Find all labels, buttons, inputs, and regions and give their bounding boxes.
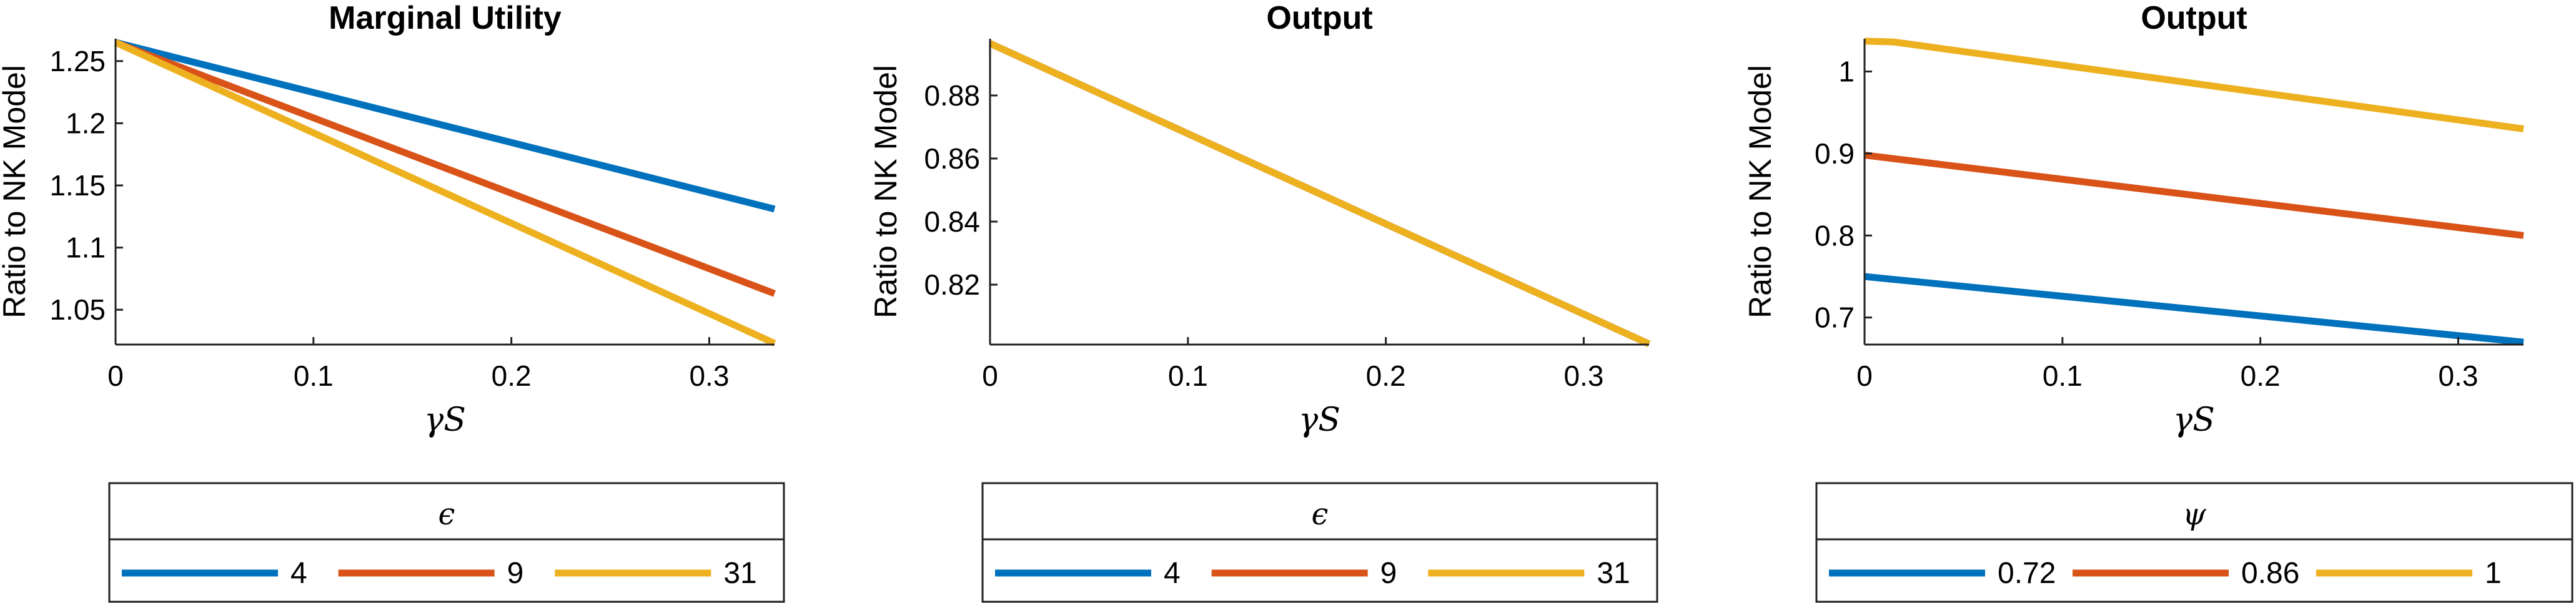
y-axis-label: Ratio to NK Model bbox=[0, 65, 32, 318]
legend-item-31: 31 bbox=[1428, 557, 1630, 590]
chart-panel-2: Output 0 0.1 0.2 0.3 0.82 0.84 0.86 0.88 Ratio to… bbox=[868, 0, 1658, 603]
x-axis-label: γS bbox=[424, 401, 466, 439]
legend-label: 31 bbox=[723, 557, 756, 590]
y-tick-label: 1 bbox=[1838, 56, 1855, 88]
x-tick-label: 0 bbox=[107, 360, 124, 392]
y-tick-label: 0.82 bbox=[924, 268, 980, 301]
y-tick-label: 1.2 bbox=[66, 107, 106, 139]
legend-label: 31 bbox=[1597, 557, 1630, 590]
series-line-0.86 bbox=[1864, 152, 2524, 239]
legend-box bbox=[1815, 482, 2574, 603]
x-axis-label: γS bbox=[2173, 401, 2215, 439]
legend-item-1: 1 bbox=[2316, 557, 2502, 590]
legend-box bbox=[108, 482, 785, 603]
legend-item-4: 4 bbox=[122, 557, 307, 590]
legend-item-4: 4 bbox=[995, 557, 1181, 590]
chart-title: Output bbox=[1266, 0, 1372, 36]
legend-title: ϵ bbox=[1312, 497, 1329, 532]
legend: ϵ 4 9 31 bbox=[108, 482, 785, 603]
y-tick-label: 1.15 bbox=[49, 169, 106, 202]
x-tick-label: 0.3 bbox=[689, 360, 729, 392]
x-tick-label: 0.1 bbox=[294, 360, 334, 392]
legend: ϵ 4 9 31 bbox=[981, 482, 1658, 603]
series-line-1 bbox=[1864, 37, 2524, 132]
series-line-4 bbox=[114, 39, 776, 213]
y-axis-label: Ratio to NK Model bbox=[868, 65, 903, 318]
chart-title: Output bbox=[2141, 0, 2247, 36]
chart-panel-1: Marginal Utility 0 0.1 0.2 0.3 1.05 1.1 1.15 1.2… bbox=[0, 0, 785, 603]
y-tick-label: 0.7 bbox=[1815, 302, 1855, 334]
y-tick-label: 0.84 bbox=[924, 205, 980, 238]
x-tick-label: 0.2 bbox=[1366, 360, 1406, 392]
legend-title: ψ bbox=[2182, 497, 2207, 532]
legend-label: 1 bbox=[2485, 557, 2502, 590]
legend-item-31: 31 bbox=[555, 557, 757, 590]
legend-label: 4 bbox=[1164, 557, 1181, 590]
series-line-31 bbox=[988, 40, 1651, 348]
legend-label: 4 bbox=[290, 557, 307, 590]
x-tick-label: 0.2 bbox=[492, 360, 532, 392]
x-tick-label: 0 bbox=[982, 360, 998, 392]
y-tick-label: 1.25 bbox=[49, 45, 106, 77]
x-tick-label: 0.2 bbox=[2241, 360, 2281, 392]
series-line-31 bbox=[114, 39, 776, 347]
legend-label: 0.86 bbox=[2241, 557, 2299, 590]
legend-label: 0.72 bbox=[1998, 557, 2056, 590]
x-tick-label: 0.1 bbox=[2043, 360, 2083, 392]
y-tick-label: 0.86 bbox=[924, 142, 980, 175]
legend-item-0.86: 0.86 bbox=[2073, 557, 2299, 590]
legend-item-9: 9 bbox=[338, 557, 524, 590]
legend-label: 9 bbox=[507, 557, 524, 590]
chart-title: Marginal Utility bbox=[329, 0, 562, 36]
y-axis-label: Ratio to NK Model bbox=[1743, 65, 1778, 318]
x-tick-label: 0.3 bbox=[1563, 360, 1603, 392]
x-tick-label: 0 bbox=[1856, 360, 1873, 392]
chart-panel-3: Output 0 0.1 0.2 0.3 0.7 0.8 0.9 1 Ratio to NK Mo… bbox=[1743, 0, 2574, 603]
x-tick-label: 0.1 bbox=[1168, 360, 1208, 392]
legend-title: ϵ bbox=[438, 497, 455, 532]
x-tick-label: 0.3 bbox=[2438, 360, 2478, 392]
series-line-9 bbox=[114, 39, 776, 297]
series-line-0.72 bbox=[1864, 273, 2524, 346]
legend: ψ 0.72 0.86 1 bbox=[1815, 482, 2574, 603]
legend-item-9: 9 bbox=[1211, 557, 1397, 590]
legend-box bbox=[981, 482, 1658, 603]
y-tick-label: 0.88 bbox=[924, 79, 980, 112]
y-tick-label: 1.1 bbox=[66, 232, 106, 264]
y-tick-label: 1.05 bbox=[49, 293, 106, 326]
x-axis-label: γS bbox=[1299, 401, 1340, 439]
y-tick-label: 0.9 bbox=[1815, 137, 1855, 170]
y-tick-label: 0.8 bbox=[1815, 219, 1855, 252]
legend-item-0.72: 0.72 bbox=[1829, 557, 2056, 590]
legend-label: 9 bbox=[1380, 557, 1397, 590]
